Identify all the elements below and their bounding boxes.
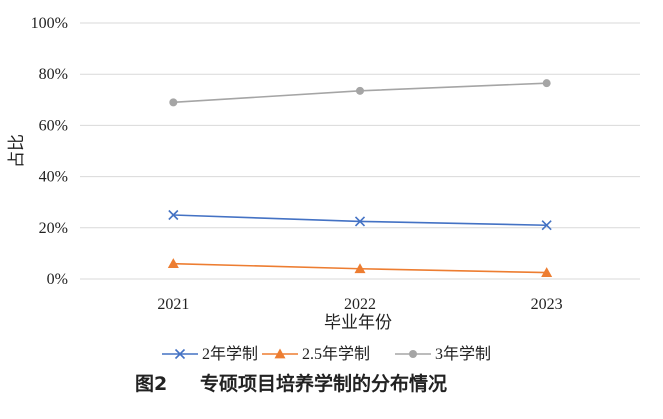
y-axis-ticks: 0% 20% 40% 60% 80% 100% bbox=[31, 15, 68, 288]
y-tick-label: 60% bbox=[39, 117, 68, 134]
legend-label: 3年学制 bbox=[435, 345, 491, 363]
y-tick-label: 100% bbox=[31, 15, 68, 32]
data-point bbox=[168, 209, 179, 221]
data-point bbox=[356, 86, 364, 95]
gridlines bbox=[80, 22, 640, 280]
caption-figure-number: 图2 bbox=[135, 373, 167, 395]
y-axis-title: 占比 bbox=[7, 134, 26, 168]
y-tick-label: 20% bbox=[39, 220, 68, 237]
x-tick-label: 2022 bbox=[344, 296, 376, 313]
legend-item: 2年学制 bbox=[162, 345, 258, 363]
legend: 2年学制 2.5年学制 3年学制 bbox=[162, 345, 491, 363]
x-axis-title: 毕业年份 bbox=[324, 313, 392, 332]
data-point bbox=[354, 263, 366, 274]
legend-item: 2.5年学制 bbox=[262, 345, 370, 363]
series-line bbox=[173, 214, 547, 227]
legend-marker bbox=[274, 348, 286, 359]
x-axis-ticks: 2021 2022 2023 bbox=[157, 296, 562, 313]
x-tick-label: 2023 bbox=[531, 296, 563, 313]
figure-caption: 图2 专硕项目培养学制的分布情况 bbox=[135, 372, 447, 395]
data-point bbox=[354, 216, 366, 227]
caption-text: 专硕项目培养学制的分布情况 bbox=[200, 372, 447, 395]
series-1 bbox=[168, 209, 552, 231]
data-point bbox=[167, 258, 179, 269]
y-tick-label: 0% bbox=[47, 271, 68, 288]
series-group bbox=[167, 79, 553, 277]
series-3 bbox=[169, 79, 551, 107]
data-point bbox=[541, 220, 552, 231]
data-point bbox=[542, 79, 551, 88]
x-tick-label: 2021 bbox=[157, 296, 189, 313]
y-tick-label: 40% bbox=[39, 169, 68, 186]
data-point bbox=[541, 267, 553, 277]
series-2 bbox=[167, 258, 553, 277]
legend-marker bbox=[174, 348, 186, 360]
y-tick-label: 80% bbox=[39, 66, 68, 83]
legend-label: 2.5年学制 bbox=[302, 345, 370, 363]
data-point bbox=[169, 98, 178, 107]
legend-marker bbox=[409, 350, 417, 358]
legend-item: 3年学制 bbox=[395, 345, 491, 363]
legend-label: 2年学制 bbox=[202, 345, 258, 363]
